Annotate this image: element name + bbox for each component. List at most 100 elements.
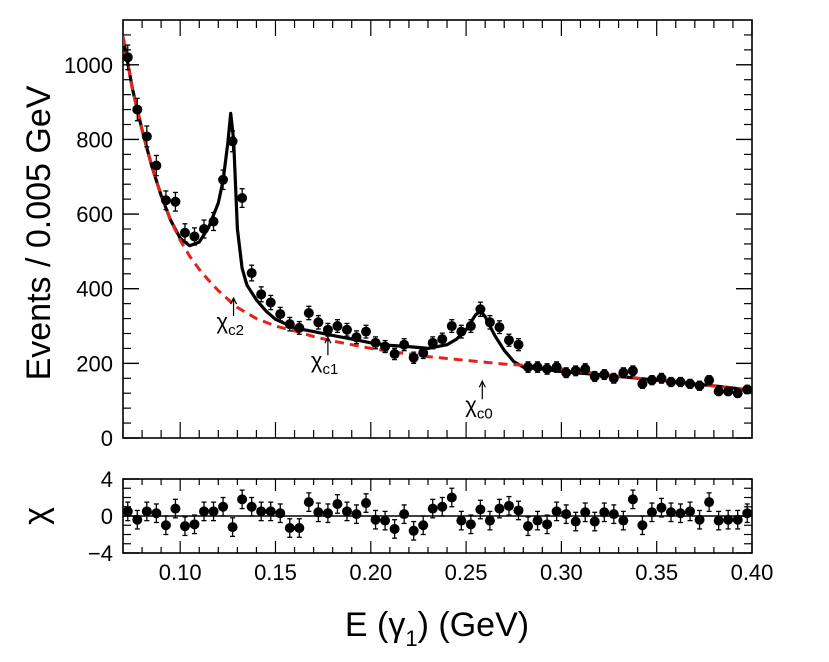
residual-point (465, 519, 476, 530)
residual-point (646, 507, 657, 518)
residual-y-axis-title: χ (17, 507, 55, 525)
y-tick-label: 0 (101, 426, 113, 451)
x-axis-title: E (γ1) (GeV) (345, 606, 529, 651)
data-point (361, 326, 372, 337)
residual-point (341, 506, 352, 517)
data-point (427, 337, 438, 348)
residual-point (151, 508, 162, 519)
residual-point (561, 509, 572, 520)
data-point (513, 339, 524, 350)
residual-point (427, 503, 438, 514)
data-point (399, 339, 410, 350)
data-point (713, 386, 724, 397)
data-point (389, 349, 400, 360)
residual-point (685, 506, 696, 517)
residual-point (446, 492, 457, 503)
annotation-arrow-head (478, 379, 486, 388)
residual-point (694, 514, 705, 525)
y-tick-label: 200 (76, 351, 113, 376)
annotation-label: χc2 (217, 309, 244, 339)
residual-point (332, 498, 343, 509)
residual-point (189, 519, 200, 530)
data-point (465, 321, 476, 332)
x-axis-title-sub: 1 (405, 626, 417, 651)
annotation-subscript: c2 (228, 322, 244, 339)
residual-point (456, 515, 467, 526)
annotation-subscript: c0 (477, 405, 493, 422)
residual-point (160, 520, 171, 531)
data-point (523, 362, 534, 373)
main-y-axis-title: Events / 0.005 GeV (20, 85, 58, 380)
residual-point (122, 506, 133, 517)
annotation-chi: χ (465, 392, 477, 417)
background-fit-curve (123, 36, 752, 392)
data-point (151, 160, 162, 171)
residual-point (484, 515, 495, 526)
data-point (160, 195, 171, 206)
data-point (599, 369, 610, 380)
residual-point (627, 494, 638, 505)
resid-y-tick-label: 0 (101, 504, 113, 529)
data-point (265, 297, 276, 308)
data-point (580, 363, 591, 374)
residual-point (132, 514, 143, 525)
data-point (446, 321, 457, 332)
residual-point (665, 507, 676, 518)
data-point (723, 386, 734, 397)
residual-point (599, 507, 610, 518)
residual-point (494, 503, 505, 514)
residual-point (570, 516, 581, 527)
residual-point (389, 523, 400, 534)
data-point (351, 332, 362, 343)
residual-point (275, 508, 286, 519)
annotation-chi: χ (217, 309, 229, 334)
residual-point (713, 515, 724, 526)
x-tick-label: 0.10 (159, 560, 202, 585)
data-point (227, 136, 238, 147)
data-point (218, 174, 229, 185)
residual-point (237, 494, 248, 505)
x-tick-label: 0.15 (254, 560, 297, 585)
residual-point (656, 502, 667, 513)
data-point (503, 335, 514, 346)
data-point (284, 319, 295, 330)
residual-point (361, 498, 372, 509)
data-point (332, 321, 343, 332)
residual-point (475, 504, 486, 515)
data-point (246, 268, 257, 279)
residual-point (618, 515, 629, 526)
data-point (275, 309, 286, 320)
residual-point (503, 500, 514, 511)
fit-curves (123, 36, 752, 392)
data-point (199, 224, 210, 234)
residual-point (256, 506, 267, 517)
data-point (189, 231, 200, 242)
data-point (570, 365, 581, 376)
data-point (303, 307, 314, 318)
residual-points (122, 487, 753, 541)
residual-plot-panel: −4 0 4 0.10 0.15 0.20 0.25 0.30 0.35 0.40 χ (17, 467, 773, 585)
data-point (732, 388, 743, 399)
residual-point (704, 497, 715, 508)
data-point (132, 104, 143, 115)
residual-y-tick-labels: −4 0 4 (88, 467, 113, 566)
residual-point (322, 508, 333, 519)
residual-point (227, 522, 238, 533)
data-point (408, 352, 419, 363)
y-tick-label: 1000 (64, 53, 113, 78)
data-point (494, 322, 505, 333)
residual-point (580, 507, 591, 518)
data-point (618, 367, 629, 378)
residual-point (675, 508, 686, 519)
data-point (561, 367, 572, 378)
annotation-label: χc1 (311, 348, 338, 378)
x-axis-title-tail: ) (GeV) (418, 606, 529, 644)
data-point (313, 317, 324, 328)
annotation-arrow-head (230, 296, 238, 305)
y-tick-label: 800 (76, 127, 113, 152)
residual-point (399, 509, 410, 520)
resid-y-tick-label: 4 (101, 467, 113, 492)
data-point (437, 334, 448, 345)
data-point (742, 384, 753, 395)
